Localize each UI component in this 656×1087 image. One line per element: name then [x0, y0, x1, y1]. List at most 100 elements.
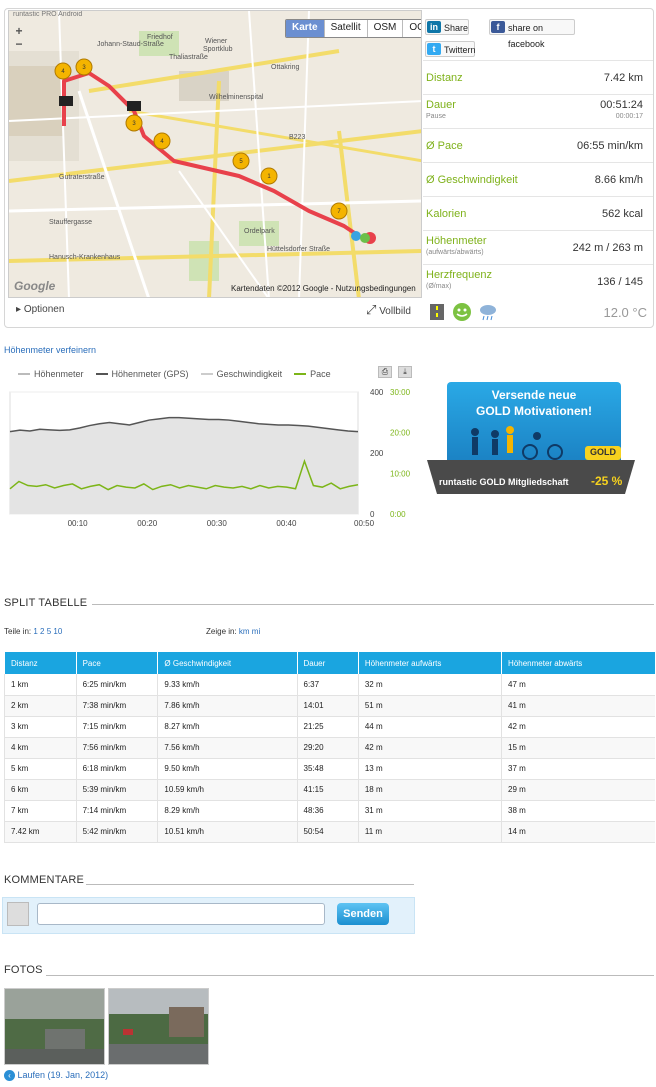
- table-cell: 35:48: [296, 758, 359, 780]
- photo-thumbnail[interactable]: [108, 988, 209, 1065]
- stat-label: Ø Geschwindigkeit: [426, 174, 518, 186]
- table-cell: 50:54: [296, 821, 359, 843]
- legend-item[interactable]: Geschwindigkeit: [200, 369, 283, 379]
- table-cell: 51 m: [357, 695, 502, 717]
- svg-text:Hanusch-Krankenhaus: Hanusch-Krankenhaus: [49, 254, 121, 261]
- facebook-share-label: share on facebook: [508, 23, 545, 49]
- zoom-controls[interactable]: + −: [13, 25, 25, 51]
- fullscreen-button[interactable]: ⤢ Vollbild: [366, 302, 411, 318]
- ad-bottom-text: runtastic GOLD Mitgliedschaft: [439, 477, 569, 487]
- zoom-out-icon[interactable]: −: [15, 37, 23, 51]
- table-cell: 7 km: [4, 800, 77, 822]
- table-cell: 10.59 km/h: [157, 779, 297, 801]
- table-row: 7.42 km 5:42 min/km 10.51 km/h 50:54 11 m 14 …: [4, 821, 655, 843]
- table-cell: 6:18 min/km: [75, 758, 158, 780]
- table-cell: 48:36: [296, 800, 359, 822]
- table-cell: 38 m: [501, 800, 655, 822]
- tab-osm[interactable]: OSM: [366, 20, 403, 37]
- stat-label: Kalorien: [426, 208, 467, 220]
- table-cell: 6:25 min/km: [75, 674, 158, 696]
- section-divider: [92, 604, 654, 605]
- section-divider: [46, 975, 654, 976]
- table-cell: 41 m: [501, 695, 655, 717]
- download-icon[interactable]: ⤓: [398, 366, 412, 378]
- stat-pace: Ø Pace 06:55 min/km: [423, 128, 653, 162]
- stat-value: 00:51:24: [600, 99, 643, 111]
- condition-icons: [430, 303, 496, 321]
- send-button[interactable]: Senden: [337, 903, 389, 925]
- refine-elevation-link[interactable]: Höhenmeter verfeinern: [4, 345, 97, 355]
- column-header: Höhenmeter aufwärts: [357, 652, 502, 674]
- table-cell: 31 m: [357, 800, 502, 822]
- unit-options-link[interactable]: km mi: [238, 627, 261, 636]
- elevation-pace-chart: 00:10 00:20 00:30 00:40 00:50 400 200 0 30:00 20:…: [9, 388, 411, 528]
- stat-label: Ø Pace: [426, 140, 463, 152]
- table-row: 5 km 6:18 min/km 9.50 km/h 35:48 13 m 37 m: [4, 758, 655, 780]
- rain-cloud-icon: [480, 305, 496, 321]
- tab-satellit[interactable]: Satellit: [323, 20, 367, 37]
- tab-ocm[interactable]: OCM: [402, 20, 421, 37]
- table-cell: 9.50 km/h: [157, 758, 297, 780]
- svg-text:Johann-Staud-Straße: Johann-Staud-Straße: [97, 41, 164, 48]
- photos-title: FOTOS: [4, 964, 43, 976]
- legend-item[interactable]: Pace: [294, 369, 331, 379]
- stat-sublabel: (Ø/max): [426, 283, 452, 290]
- table-cell: 11 m: [357, 821, 502, 843]
- comment-input[interactable]: [37, 903, 325, 925]
- photo-thumbnail[interactable]: [4, 988, 105, 1065]
- table-cell: 37 m: [501, 758, 655, 780]
- stat-value: 06:55 min/km: [576, 140, 643, 152]
- stat-hoehenmeter: Höhenmeter (aufwärts/abwärts) 242 m / 26…: [423, 230, 653, 264]
- linkedin-share-button[interactable]: in Share: [425, 19, 469, 35]
- map-canvas: 4 3 3 4 5 1 7 Johann-Staud-Straße Thaliastraß…: [9, 11, 421, 297]
- twitter-button[interactable]: t Twittern: [425, 41, 476, 57]
- print-icon[interactable]: ⎙: [378, 366, 392, 378]
- split-table: Distanz Pace Ø Geschwindigkeit Dauer Höhenme…: [4, 652, 655, 843]
- table-row: 2 km 7:38 min/km 7.86 km/h 14:01 51 m 41 m: [4, 695, 655, 717]
- svg-text:Ottakring: Ottakring: [271, 64, 300, 71]
- facebook-icon: f: [491, 21, 505, 33]
- svg-text:Stauffergasse: Stauffergasse: [49, 219, 92, 226]
- svg-text:Gutraterstraße: Gutraterstraße: [59, 174, 105, 181]
- options-toggle[interactable]: ▸ Optionen: [16, 304, 64, 315]
- table-cell: 5:39 min/km: [75, 779, 158, 801]
- svg-text:4: 4: [160, 139, 164, 145]
- stats-panel: Distanz 7.42 km Dauer Pause 00:51:24 00:…: [423, 60, 653, 298]
- stat-kalorien: Kalorien 562 kcal: [423, 196, 653, 230]
- table-header-row: Distanz Pace Ø Geschwindigkeit Dauer Höhenme…: [4, 652, 655, 674]
- stat-geschwindigkeit: Ø Geschwindigkeit 8.66 km/h: [423, 162, 653, 196]
- ad-graphic: [427, 382, 635, 494]
- svg-text:5: 5: [239, 159, 243, 165]
- table-cell: 29 m: [501, 779, 655, 801]
- stat-label: Herzfrequenz: [426, 269, 493, 281]
- svg-text:7: 7: [337, 209, 341, 215]
- parts-options-link[interactable]: 1 2 5 10: [33, 627, 63, 636]
- column-header: Dauer: [296, 652, 359, 674]
- table-cell: 9.33 km/h: [157, 674, 297, 696]
- stat-value: 136 / 145: [597, 276, 643, 288]
- stat-dauer: Dauer Pause 00:51:24 00:00:17: [423, 94, 653, 128]
- legend-label: Geschwindigkeit: [216, 369, 283, 379]
- gold-membership-ad[interactable]: Versende neue GOLD Motivationen! GOLD ru…: [425, 380, 637, 498]
- zoom-in-icon[interactable]: +: [15, 24, 23, 38]
- stat-label: Dauer: [426, 99, 456, 111]
- table-cell: 7.56 km/h: [157, 737, 297, 759]
- legend-item[interactable]: Höhenmeter (GPS): [95, 369, 189, 379]
- y-left-tick-label: 400: [370, 388, 384, 397]
- legend-item[interactable]: Höhenmeter: [18, 369, 84, 379]
- table-cell: 21:25: [296, 716, 359, 738]
- stat-value: 242 m / 263 m: [572, 242, 643, 254]
- table-cell: 1 km: [4, 674, 77, 696]
- table-cell: 7:38 min/km: [75, 695, 158, 717]
- y-left-tick-label: 0: [370, 510, 375, 519]
- back-link-label[interactable]: Laufen (19. Jan, 2012): [17, 1070, 109, 1080]
- triangle-right-icon: ▸: [16, 304, 22, 315]
- table-cell: 18 m: [357, 779, 502, 801]
- column-header: Distanz: [4, 652, 77, 674]
- back-to-activity-link[interactable]: ‹ Laufen (19. Jan, 2012): [4, 1070, 108, 1081]
- route-map[interactable]: 4 3 3 4 5 1 7 Johann-Staud-Straße Thaliastraß…: [8, 10, 422, 298]
- tab-karte[interactable]: Karte: [286, 20, 324, 37]
- map-attribution[interactable]: Kartendaten ©2012 Google - Nutzungsbedin…: [231, 284, 416, 293]
- table-cell: 8.29 km/h: [157, 800, 297, 822]
- facebook-share-button[interactable]: f share on facebook: [489, 19, 575, 49]
